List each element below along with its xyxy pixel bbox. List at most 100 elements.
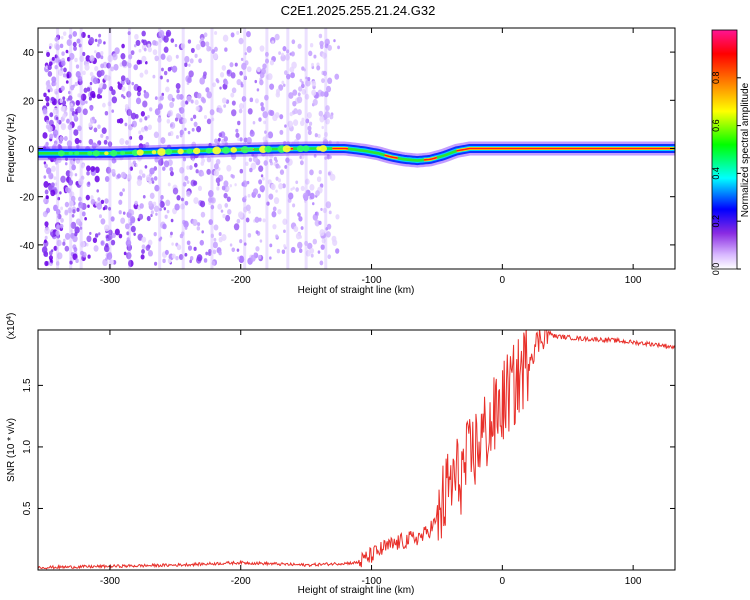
spectrogram-x-tick-label: -300	[100, 275, 120, 286]
noise-point	[57, 69, 64, 76]
noise-point	[296, 96, 303, 104]
noise-point	[318, 220, 322, 225]
noise-point	[126, 90, 132, 98]
noise-point	[167, 110, 172, 117]
noise-point	[157, 117, 162, 123]
noise-point	[100, 241, 104, 245]
colorbar-tick-label: 0.2	[711, 215, 721, 228]
noise-point	[85, 55, 91, 62]
noise-point	[78, 43, 82, 48]
noise-point	[246, 31, 251, 38]
noise-point	[150, 213, 153, 218]
noise-point	[138, 130, 142, 135]
noise-point	[65, 170, 71, 177]
noise-point	[161, 67, 164, 72]
noise-point	[153, 131, 159, 139]
noise-point	[73, 247, 78, 253]
noise-point	[44, 163, 48, 169]
noise-point	[307, 242, 313, 250]
noise-point	[140, 254, 145, 260]
noise-point	[188, 165, 193, 170]
colorbar: 0.0 0.2 0.4 0.6 0.8 Normalized spectral ampl…	[711, 29, 750, 275]
noise-point	[221, 185, 226, 191]
noise-point	[116, 173, 121, 179]
noise-point	[321, 52, 327, 59]
noise-point	[233, 223, 240, 231]
noise-point	[205, 41, 210, 47]
noise-point	[163, 207, 167, 211]
noise-point	[98, 214, 102, 219]
noise-point	[278, 84, 284, 91]
noise-point	[273, 156, 278, 161]
noise-point	[230, 32, 235, 38]
noise-point	[266, 201, 270, 206]
spectrogram-y-tick-label: 40	[23, 48, 35, 59]
noise-point	[298, 216, 303, 222]
noise-point	[335, 214, 340, 220]
noise-point	[269, 60, 275, 66]
noise-point	[72, 209, 76, 214]
noise-point	[167, 93, 174, 101]
noise-point	[309, 184, 315, 191]
noise-point	[94, 233, 99, 238]
noise-point	[72, 84, 76, 88]
noise-point	[181, 197, 184, 202]
noise-point	[147, 249, 153, 257]
noise-point	[130, 112, 137, 120]
noise-point	[91, 93, 96, 99]
noise-point	[281, 52, 285, 57]
noise-point	[247, 108, 253, 115]
noise-point	[107, 101, 112, 107]
noise-point	[187, 130, 191, 135]
noise-point	[136, 85, 142, 93]
noise-point	[90, 195, 94, 200]
noise-point	[264, 94, 269, 101]
noise-point	[175, 135, 179, 139]
noise-point	[51, 56, 55, 61]
snr-x-tick-label: 100	[625, 576, 642, 587]
noise-point	[254, 79, 258, 84]
noise-point	[243, 242, 247, 246]
noise-point	[75, 71, 81, 78]
noise-point	[281, 183, 286, 189]
noise-point	[74, 173, 78, 177]
noise-point	[258, 117, 262, 122]
noise-point	[141, 173, 146, 178]
noise-point	[119, 137, 125, 145]
noise-point	[80, 241, 86, 248]
noise-point	[92, 77, 99, 85]
noise-point	[182, 117, 187, 124]
noise-point	[292, 89, 298, 96]
noise-point	[100, 199, 105, 205]
noise-point	[269, 243, 273, 248]
colorbar-gradient	[711, 29, 738, 270]
ridge-blob	[68, 151, 73, 156]
noise-point	[75, 64, 80, 69]
noise-point	[179, 107, 185, 114]
noise-point	[199, 77, 205, 85]
spectrogram-y-tick-label: 20	[23, 96, 35, 107]
snr-x-tick-label: 0	[500, 576, 506, 587]
noise-point	[64, 186, 70, 193]
ridge-blob	[205, 147, 213, 154]
noise-point	[49, 46, 52, 50]
noise-point	[74, 137, 80, 145]
noise-point	[191, 127, 195, 132]
noise-point	[159, 95, 164, 101]
noise-point	[167, 182, 171, 187]
noise-point	[175, 82, 181, 90]
noise-point	[217, 203, 223, 210]
noise-point	[222, 213, 226, 219]
noise-point	[53, 204, 58, 212]
noise-point	[153, 176, 158, 181]
noise-point	[45, 195, 49, 200]
noise-point	[127, 124, 133, 131]
noise-point	[106, 252, 113, 260]
noise-point	[185, 100, 189, 105]
noise-point	[163, 46, 169, 53]
noise-point	[133, 64, 138, 71]
noise-point	[200, 96, 205, 103]
noise-point	[143, 47, 147, 52]
noise-point	[152, 39, 157, 46]
